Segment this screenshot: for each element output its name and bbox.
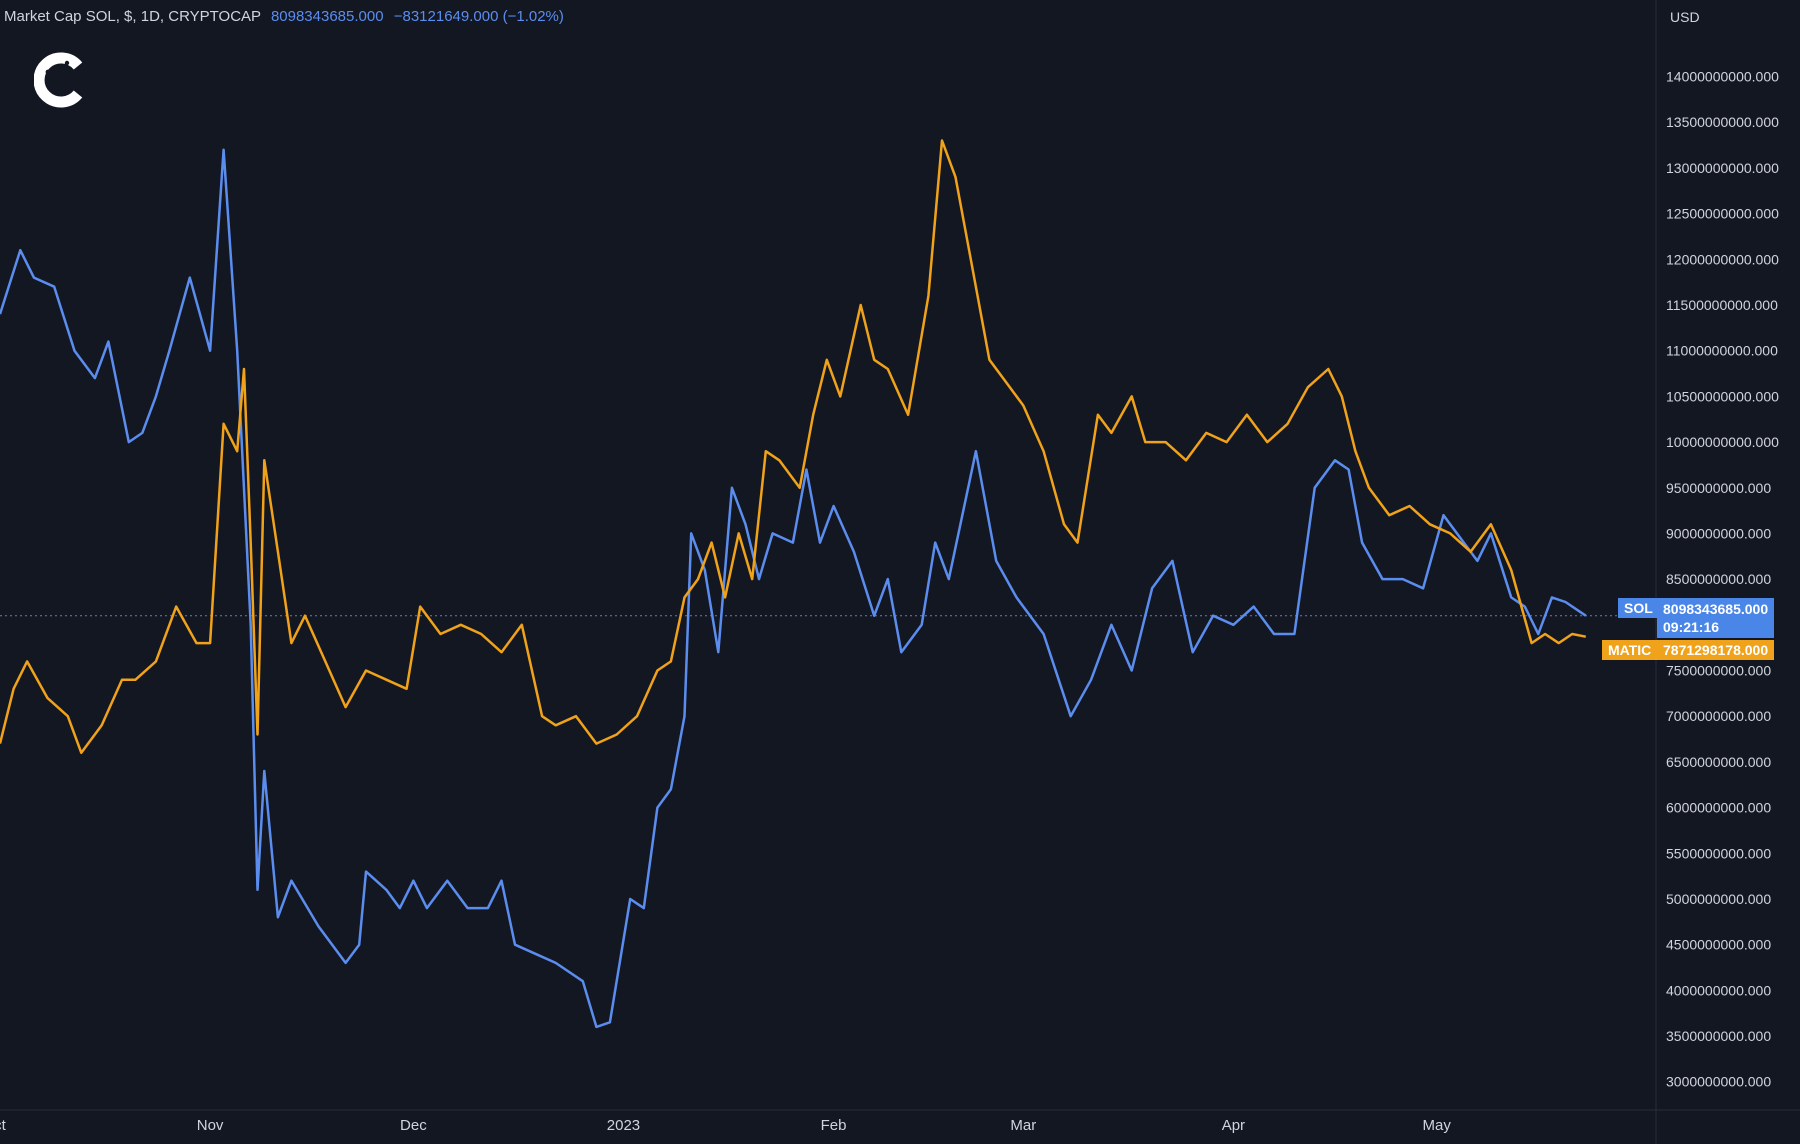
symbol-title[interactable]: Market Cap SOL, $, 1D, CRYPTOCAP [4,8,261,25]
y-tick-label: 9000000000.000 [1666,525,1771,541]
y-tick-label: 5500000000.000 [1666,845,1771,861]
y-tick-label: 4500000000.000 [1666,937,1771,953]
y-tick-label: 6000000000.000 [1666,800,1771,816]
x-tick-label: May [1423,1117,1452,1134]
c-logo-icon [34,52,83,108]
y-tick-label: 4000000000.000 [1666,982,1771,998]
y-tick-label: 8500000000.000 [1666,571,1771,587]
y-tick-label: 7000000000.000 [1666,708,1771,724]
sol-price-tag: 8098343685.000 09:21:16 [1657,598,1775,638]
series-line-sol[interactable] [0,148,1587,1029]
x-tick-label: Feb [821,1117,847,1134]
y-tick-label: 3500000000.000 [1666,1028,1771,1044]
x-tick-label: Mar [1010,1117,1036,1134]
y-tick-label: 11500000000.000 [1666,297,1778,313]
y-tick-label: 12500000000.000 [1666,206,1779,222]
y-tick-label: 3000000000.000 [1666,1074,1771,1090]
plot-area[interactable] [0,139,1656,1029]
y-tick-label: 6500000000.000 [1666,754,1771,770]
x-tick-label: Nov [197,1117,224,1134]
price-axis[interactable]: 14000000000.000 13500000000.000 1300000000… [1666,69,1779,1090]
y-tick-label: 10500000000.000 [1666,388,1779,404]
y-tick-label: 13500000000.000 [1666,114,1779,130]
y-tick-label: 5000000000.000 [1666,891,1771,907]
y-tick-label: 10000000000.000 [1666,434,1779,450]
x-tick-label: Dec [400,1117,427,1134]
price-axis-unit: USD [1670,9,1700,25]
chart-header: Market Cap SOL, $, 1D, CRYPTOCAP 8098343… [4,8,564,25]
matic-tag-value: 7871298178.000 [1657,640,1775,660]
series-line-matic[interactable] [0,139,1587,755]
sol-tag-value: 8098343685.000 [1663,601,1769,617]
y-tick-label: 11000000000.000 [1666,343,1778,359]
y-tick-label: 14000000000.000 [1666,69,1779,85]
sol-tag-label: SOL [1618,598,1659,618]
value-change: −83121649.000 (−1.02%) [393,8,564,25]
y-tick-label: 13000000000.000 [1666,160,1779,176]
x-tick-label: 2023 [607,1117,640,1134]
last-value: 8098343685.000 [270,8,384,25]
x-tick-label: Apr [1222,1117,1245,1134]
y-tick-label: 9500000000.000 [1666,480,1771,496]
y-tick-label: 7500000000.000 [1666,663,1771,679]
sol-tag-countdown: 09:21:16 [1663,619,1720,635]
matic-tag-label: MATIC [1602,640,1658,660]
y-tick-label: 12000000000.000 [1666,251,1779,267]
x-tick-label: ct [0,1117,7,1134]
time-axis[interactable]: ct Nov Dec 2023 Feb Mar Apr May [0,1117,1451,1134]
